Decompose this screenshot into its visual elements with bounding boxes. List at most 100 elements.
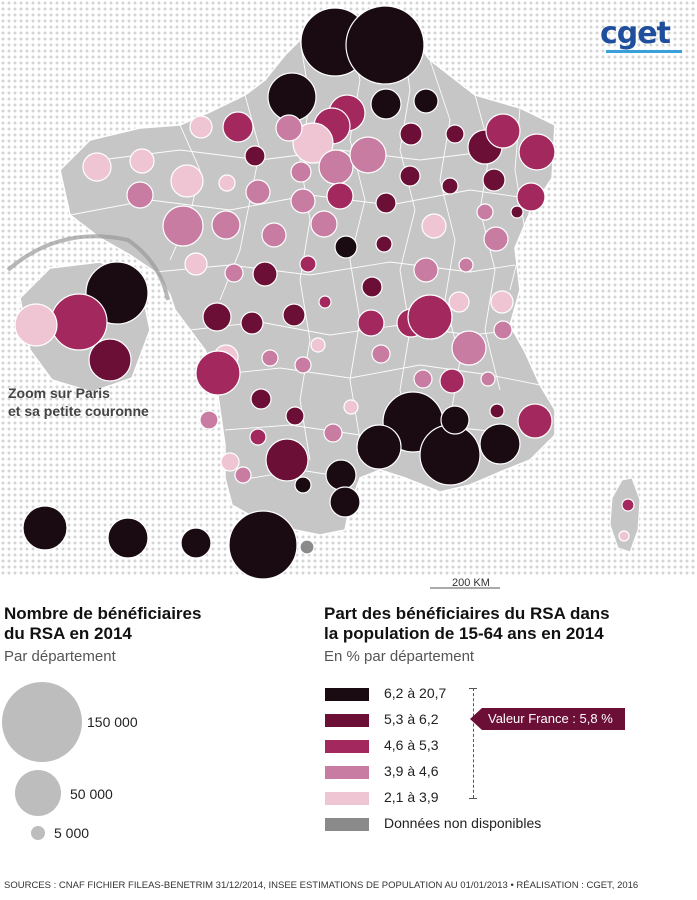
department-bubble [490, 290, 514, 314]
color-legend-title-line2: la population de 15-64 ans en 2014 [324, 624, 604, 643]
department-bubble [265, 438, 309, 482]
department-bubble [299, 539, 315, 555]
department-bubble [375, 235, 393, 253]
department-bubble [50, 293, 108, 351]
department-bubble [489, 403, 505, 419]
department-bubble [199, 410, 219, 430]
department-bubble [419, 424, 481, 486]
department-bubble [244, 145, 266, 167]
department-bubble [252, 261, 278, 287]
class-label-no-data: Données non disponibles [384, 815, 542, 831]
department-bubble [448, 291, 470, 313]
size-label-5000: 5 000 [54, 825, 90, 841]
department-bubble [476, 203, 494, 221]
france-value-text: Valeur France : 5,8 % [488, 711, 613, 726]
zoom-label-line1: Zoom sur Paris [8, 385, 110, 401]
department-bubble [290, 188, 316, 214]
department-bubble [299, 255, 317, 273]
department-bubble [211, 210, 241, 240]
class-label-2: 5,3 à 6,2 [384, 711, 439, 727]
department-bubble [88, 338, 132, 382]
map [0, 0, 697, 589]
department-bubble [345, 5, 425, 85]
swatch-class-1 [325, 688, 369, 701]
department-bubble [413, 369, 433, 389]
swatch-class-5 [325, 792, 369, 805]
department-bubble [220, 452, 240, 472]
department-bubble [325, 459, 357, 491]
department-bubble [413, 257, 439, 283]
department-bubble [310, 337, 326, 353]
department-bubble [290, 161, 312, 183]
cget-logo: cget [600, 16, 671, 51]
class-label-1: 6,2 à 20,7 [384, 685, 447, 701]
department-bubble [267, 72, 317, 122]
department-bubble [445, 124, 465, 144]
department-bubble [485, 113, 521, 149]
department-bubble [361, 276, 383, 298]
department-bubble [218, 174, 236, 192]
department-bubble [285, 406, 305, 426]
size-legend-title-line2: du RSA en 2014 [4, 624, 132, 643]
department-bubble [240, 311, 264, 335]
size-label-150000: 150 000 [87, 714, 138, 730]
department-bubble [440, 405, 470, 435]
department-bubble [329, 486, 361, 518]
department-bubble [439, 368, 465, 394]
department-bubble [195, 350, 241, 396]
department-bubble [250, 388, 272, 410]
department-bubble [14, 303, 58, 347]
department-bubble [129, 148, 155, 174]
department-bubble [407, 294, 453, 340]
department-bubble [234, 466, 252, 484]
france-value-tag-shape [470, 708, 625, 730]
department-bubble [334, 235, 358, 259]
class-label-5: 2,1 à 3,9 [384, 789, 439, 805]
size-legend-circles [2, 682, 82, 840]
department-bubble [184, 252, 208, 276]
department-bubble [413, 88, 439, 114]
department-bubble [189, 115, 213, 139]
department-bubble [249, 428, 267, 446]
zoom-label-line2: et sa petite couronne [8, 403, 149, 419]
department-bubble [483, 226, 509, 252]
department-bubble [261, 349, 279, 367]
department-bubble [318, 149, 354, 185]
bracket-bottom-cap [469, 798, 477, 799]
swatch-class-3 [325, 740, 369, 753]
department-bubble [326, 182, 354, 210]
department-bubble [82, 152, 112, 182]
department-bubble [356, 424, 402, 470]
department-bubble [518, 133, 556, 171]
department-bubble [343, 399, 359, 415]
department-bubble [107, 517, 149, 559]
department-bubble [318, 295, 332, 309]
class-label-4: 3,9 à 4,6 [384, 763, 439, 779]
size-circle-5000 [31, 826, 45, 840]
france-value-tag: Valeur France : 5,8 % [470, 708, 625, 730]
size-circle-150000 [2, 682, 82, 762]
department-bubble [375, 192, 397, 214]
department-bubble [618, 530, 630, 542]
department-bubble [479, 423, 521, 465]
department-bubble [275, 114, 303, 142]
color-legend-title-line1: Part des bénéficiaires du RSA dans [324, 604, 610, 623]
department-bubble [282, 303, 306, 327]
bracket-top-cap [469, 688, 477, 689]
color-legend-subtitle: En % par département [324, 648, 475, 665]
department-bubble [516, 182, 546, 212]
corsica [609, 477, 641, 553]
color-legend-title: Part des bénéficiaires du RSA dans la po… [324, 604, 610, 644]
department-bubble [222, 111, 254, 143]
size-legend-subtitle: Par département [4, 648, 116, 665]
department-bubble [162, 205, 204, 247]
department-bubble [228, 510, 298, 580]
department-bubble [349, 136, 387, 174]
department-bubble [371, 344, 391, 364]
department-bubble [22, 505, 68, 551]
size-legend-title-line1: Nombre de bénéficiaires [4, 604, 202, 623]
france-value-bracket [473, 688, 474, 798]
department-bubble [441, 177, 459, 195]
department-bubble [126, 181, 154, 209]
rsa-bubbles [14, 5, 635, 580]
